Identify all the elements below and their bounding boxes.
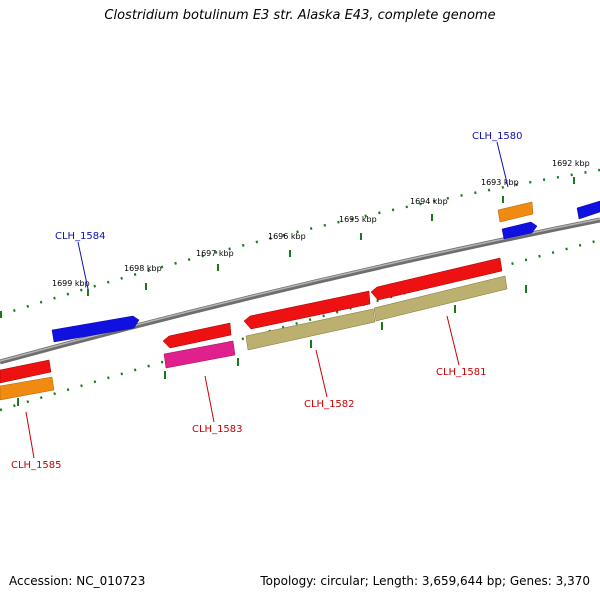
outer-major-ticks bbox=[0, 177, 575, 318]
map-title: Clostridium botulinum E3 str. Alaska E43… bbox=[104, 8, 496, 23]
cds-arrow-clh_1583[interactable] bbox=[162, 322, 232, 349]
gene-label-clh_1585[interactable]: CLH_1585 bbox=[11, 460, 62, 471]
feature-bar-orange-1580[interactable] bbox=[497, 201, 534, 223]
genome-backbone bbox=[0, 217, 600, 365]
feature-bar-olive-1582[interactable] bbox=[245, 308, 376, 351]
cds-arrow-clh_1584[interactable] bbox=[51, 315, 140, 343]
leader-line-clh_1582 bbox=[315, 349, 328, 398]
cds-arrow-clh_1580[interactable] bbox=[501, 221, 538, 240]
cds-arrow-clh_1581[interactable] bbox=[370, 257, 503, 301]
leader-line-clh_1585 bbox=[25, 411, 35, 459]
forward-features bbox=[51, 200, 600, 343]
accession-text: Accession: NC_010723 bbox=[9, 574, 146, 588]
inner-major-ticks bbox=[17, 285, 527, 406]
gene-label-clh_1583[interactable]: CLH_1583 bbox=[192, 424, 243, 435]
scale-tick-label: 1698 kbp bbox=[124, 264, 162, 273]
genome-info-text: Topology: circular; Length: 3,659,644 bp… bbox=[260, 574, 590, 588]
leader-line-clh_1581 bbox=[446, 315, 460, 366]
scale-tick-label: 1696 kbp bbox=[268, 232, 306, 241]
outer-scale-track bbox=[0, 168, 600, 317]
leader-line-clh_1583 bbox=[204, 375, 215, 423]
cds-arrow-edge[interactable] bbox=[576, 200, 600, 220]
feature-bar-magenta-1583[interactable] bbox=[163, 340, 236, 369]
feature-bar-orange-1585[interactable] bbox=[0, 376, 55, 401]
feature-bar-olive-1581[interactable] bbox=[373, 275, 508, 322]
cds-arrow-clh_1585[interactable] bbox=[0, 359, 52, 384]
leader-line-clh_1580 bbox=[496, 141, 509, 188]
scale-tick-label: 1695 kbp bbox=[339, 215, 377, 224]
scale-tick-label: 1699 kbp bbox=[52, 279, 90, 288]
reverse-features bbox=[0, 257, 508, 401]
cds-arrow-clh_1582[interactable] bbox=[243, 290, 371, 330]
gene-label-clh_1584[interactable]: CLH_1584 bbox=[55, 231, 106, 242]
gene-label-clh_1581[interactable]: CLH_1581 bbox=[436, 367, 487, 378]
scale-tick-label: 1692 kbp bbox=[552, 159, 590, 168]
leader-line-clh_1584 bbox=[77, 241, 89, 290]
gene-label-clh_1580[interactable]: CLH_1580 bbox=[472, 131, 523, 142]
scale-tick-label: 1694 kbp bbox=[410, 197, 448, 206]
gene-label-clh_1582[interactable]: CLH_1582 bbox=[304, 399, 355, 410]
scale-tick-label: 1693 kbp bbox=[481, 178, 519, 187]
scale-tick-label: 1697 kbp bbox=[196, 249, 234, 258]
